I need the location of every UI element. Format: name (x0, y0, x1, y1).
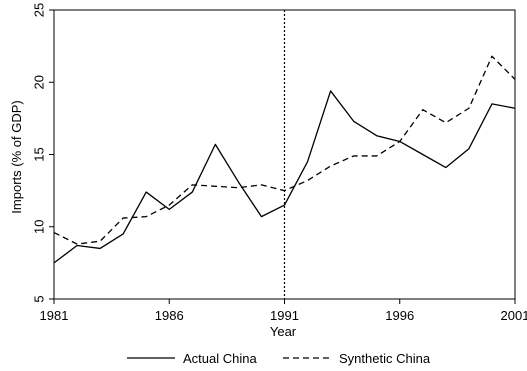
series-line-actual-china (53, 90, 516, 264)
y-tick-label-1: 10 (31, 220, 46, 234)
legend: Actual China Synthetic China (127, 351, 431, 366)
y-tick-label-0: 5 (31, 295, 46, 302)
x-tick-label-1: 1986 (155, 308, 184, 323)
x-tick-label-2: 1991 (270, 308, 299, 323)
series-line-synthetic-china (53, 55, 516, 245)
y-tick-label-4: 25 (31, 3, 46, 17)
y-axis-ticks: 5 10 15 20 25 (31, 3, 54, 303)
x-tick-label-4: 2001 (501, 308, 527, 323)
series-group (53, 55, 516, 264)
y-axis-title: Imports (% of GDP) (9, 100, 24, 213)
y-tick-label-3: 20 (31, 75, 46, 89)
x-axis-ticks: 1981 1986 1991 1996 2001 (40, 299, 527, 323)
x-tick-label-3: 1996 (385, 308, 414, 323)
x-axis-title: Year (270, 324, 297, 339)
legend-label-synthetic: Synthetic China (339, 351, 431, 366)
legend-label-actual: Actual China (183, 351, 257, 366)
x-tick-label-0: 1981 (40, 308, 69, 323)
y-tick-label-2: 15 (31, 147, 46, 161)
